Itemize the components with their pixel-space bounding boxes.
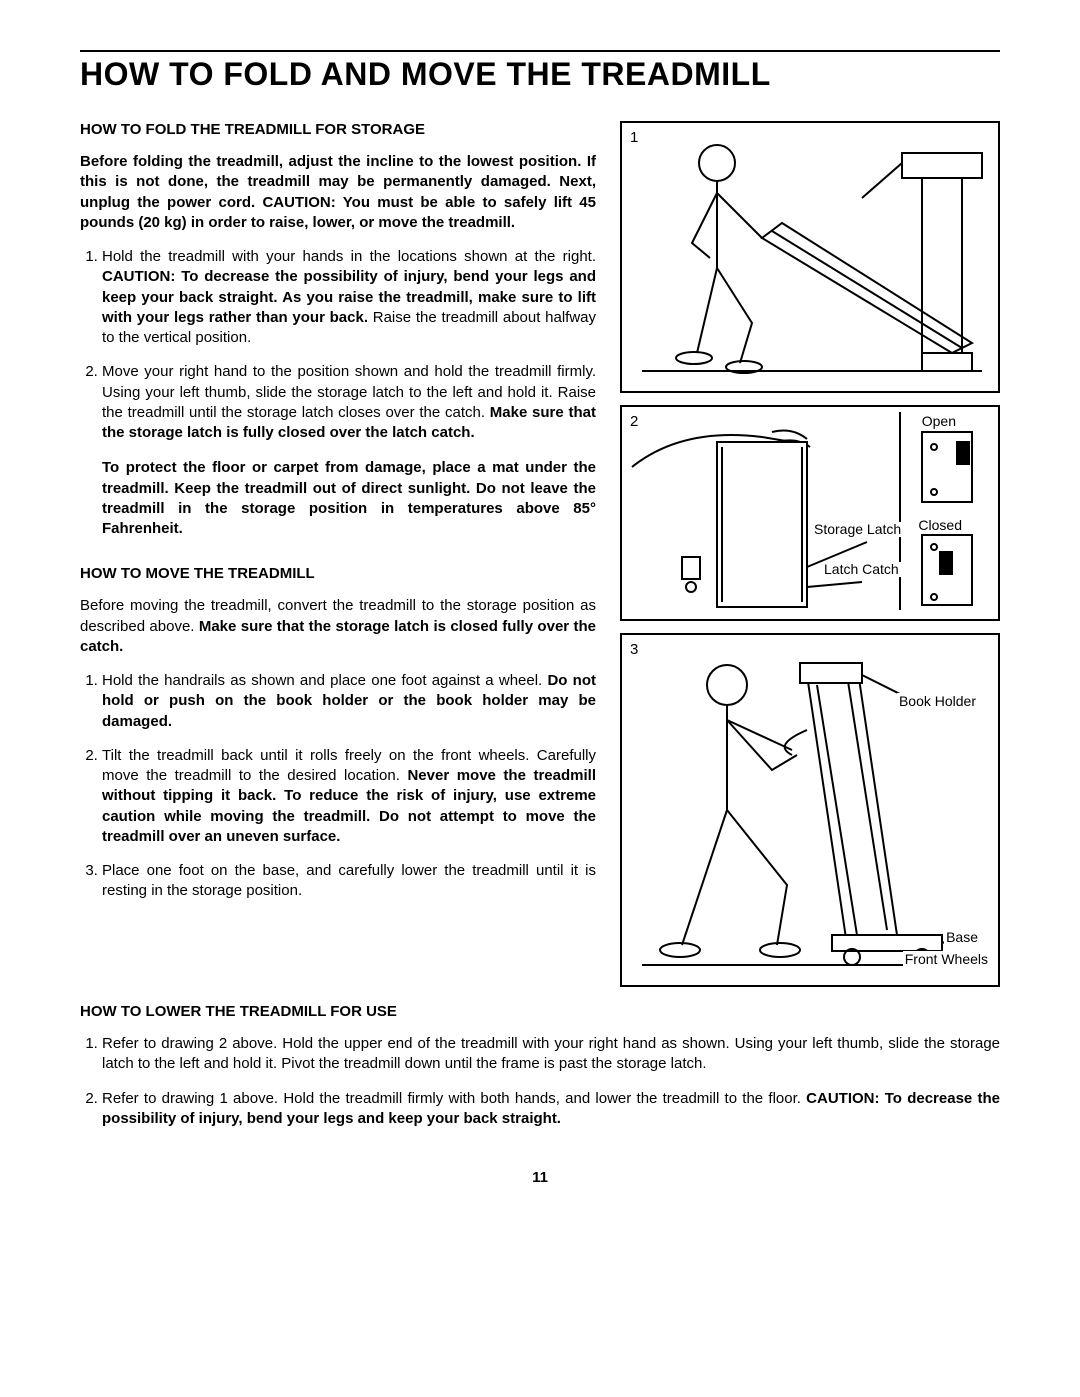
page-number: 11	[80, 1169, 1000, 1186]
move-step-1-pre: Hold the handrails as shown and place on…	[102, 672, 547, 689]
label-latch-catch: Latch Catch	[822, 562, 901, 577]
heading-fold: HOW TO FOLD THE TREADMILL FOR STORAGE	[80, 121, 596, 138]
left-column: HOW TO FOLD THE TREADMILL FOR STORAGE Be…	[80, 121, 596, 999]
fold-step-1: Hold the treadmill with your hands in th…	[102, 247, 596, 348]
figure-2: 2 Open Closed Storage Latch Latch Catch	[620, 405, 1000, 621]
lower-steps: Refer to drawing 2 above. Hold the upper…	[80, 1034, 1000, 1129]
figure-2-num: 2	[630, 413, 638, 430]
label-front-wheels: Front Wheels	[903, 951, 990, 967]
lower-step-2: Refer to drawing 1 above. Hold the tread…	[102, 1089, 1000, 1130]
label-open: Open	[920, 413, 958, 429]
heading-move: HOW TO MOVE THE TREADMILL	[80, 565, 596, 582]
lower-step-2-pre: Refer to drawing 1 above. Hold the tread…	[102, 1090, 806, 1107]
page-title: HOW TO FOLD AND MOVE THE TREADMILL	[80, 56, 1000, 93]
move-step-3: Place one foot on the base, and carefull…	[102, 861, 596, 902]
top-rule	[80, 50, 1000, 52]
fold-steps: Hold the treadmill with your hands in th…	[80, 247, 596, 443]
intro-fold: Before folding the treadmill, adjust the…	[80, 152, 596, 233]
fold-protect-note: To protect the floor or carpet from dama…	[102, 458, 596, 539]
intro-move: Before moving the treadmill, convert the…	[80, 596, 596, 657]
label-storage-latch-text: Storage Latch	[814, 521, 901, 537]
page: HOW TO FOLD AND MOVE THE TREADMILL HOW T…	[0, 0, 1080, 1226]
fold-step-2: Move your right hand to the position sho…	[102, 362, 596, 443]
figure-1-num: 1	[630, 129, 638, 146]
move-step-1: Hold the handrails as shown and place on…	[102, 671, 596, 732]
label-base: Base	[944, 929, 980, 945]
label-latch-catch-text: Latch Catch	[824, 561, 899, 577]
figure-3-num: 3	[630, 641, 638, 658]
label-book-holder: Book Holder	[897, 693, 978, 709]
move-steps: Hold the handrails as shown and place on…	[80, 671, 596, 902]
right-column: 1	[620, 121, 1000, 999]
move-step-2: Tilt the treadmill back until it rolls f…	[102, 746, 596, 847]
figure-1-drawing	[622, 123, 998, 387]
two-column-layout: HOW TO FOLD THE TREADMILL FOR STORAGE Be…	[80, 121, 1000, 999]
lower-step-1: Refer to drawing 2 above. Hold the upper…	[102, 1034, 1000, 1075]
label-closed: Closed	[916, 517, 964, 533]
figure-3-drawing	[622, 635, 998, 981]
heading-lower: HOW TO LOWER THE TREADMILL FOR USE	[80, 1003, 1000, 1020]
label-storage-latch: Storage Latch	[812, 522, 903, 537]
fold-step-1-pre: Hold the treadmill with your hands in th…	[102, 248, 596, 265]
figure-1: 1	[620, 121, 1000, 393]
figure-2-drawing	[622, 407, 998, 615]
figure-3: 3 Book Holder Base Front Wheels	[620, 633, 1000, 987]
